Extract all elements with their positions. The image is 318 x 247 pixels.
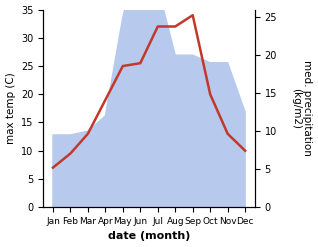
X-axis label: date (month): date (month)	[108, 231, 190, 242]
Y-axis label: med. precipitation
(kg/m2): med. precipitation (kg/m2)	[291, 61, 313, 156]
Y-axis label: max temp (C): max temp (C)	[5, 72, 16, 144]
